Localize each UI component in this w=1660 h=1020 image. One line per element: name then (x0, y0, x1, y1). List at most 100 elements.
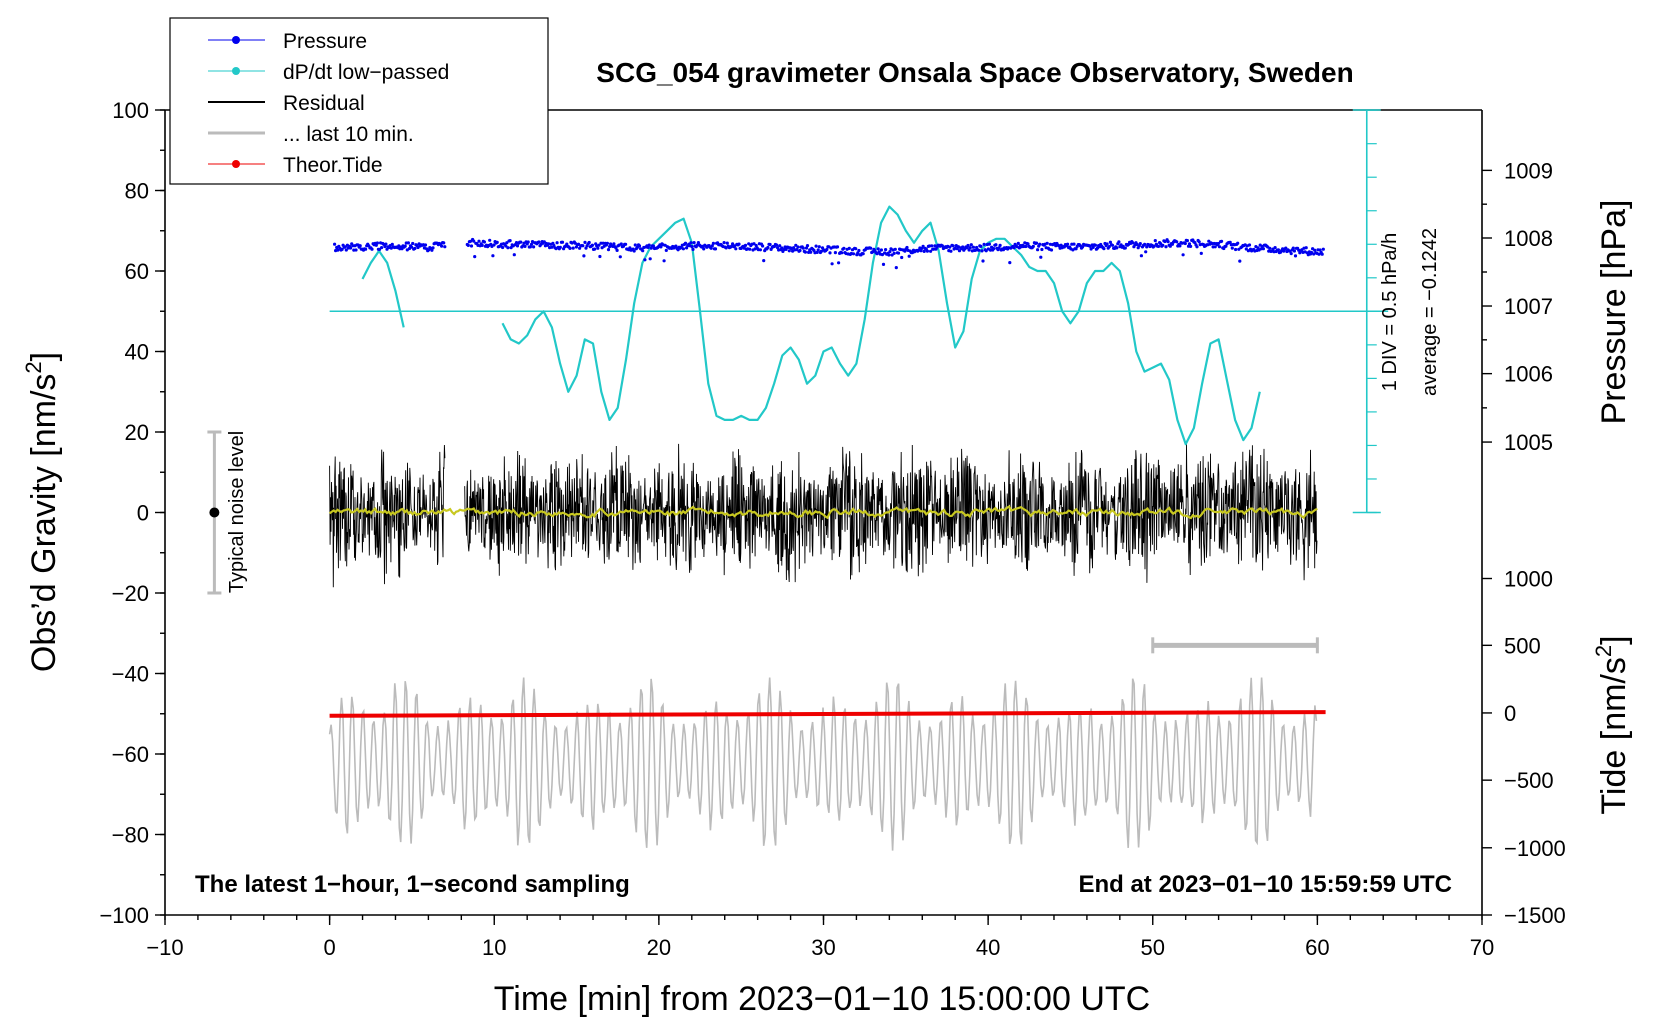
pressure-point (587, 240, 591, 245)
pressure-point (851, 252, 856, 256)
pressure-point (1224, 244, 1228, 248)
pressure-point (1153, 239, 1157, 243)
pressure-point (968, 246, 972, 250)
y-tick-label: 100 (112, 98, 149, 123)
pressure-point (354, 248, 358, 252)
pressure-point (583, 240, 587, 244)
pressure-point (876, 247, 880, 251)
pressure-point (380, 246, 384, 250)
y-axis-title-tide-main: Tide [nm/s (1595, 657, 1633, 814)
pressure-point (957, 249, 962, 253)
pressure-point (1293, 254, 1298, 258)
pressure-point (969, 243, 973, 247)
pressure-point (809, 250, 813, 254)
y-tick-label: −20 (112, 581, 149, 606)
pressure-point (828, 251, 832, 255)
legend-label-last10: ... last 10 min. (283, 123, 414, 146)
pressure-tick-label: 1006 (1504, 362, 1553, 387)
pressure-point (413, 246, 417, 251)
pressure-point (921, 244, 925, 248)
pressure-point (495, 240, 499, 244)
pressure-point (690, 245, 694, 249)
pressure-point (383, 244, 387, 249)
x-tick-label: 50 (1141, 935, 1165, 960)
pressure-point (377, 247, 382, 251)
pressure-point (1164, 245, 1168, 249)
pressure-point (857, 248, 861, 253)
legend-marker-pressure (232, 36, 240, 44)
y-axis-title-left: Obs’d Gravity [nm/s2] (21, 352, 63, 672)
pressure-point (571, 246, 575, 250)
pressure-tick-label: 1007 (1504, 294, 1553, 319)
pressure-point (982, 242, 986, 246)
pressure-point (816, 248, 820, 252)
pressure-point (1102, 247, 1106, 251)
pressure-point (695, 243, 699, 247)
pressure-point (1313, 248, 1317, 252)
pressure-point (506, 246, 510, 250)
pressure-point (683, 241, 688, 245)
pressure-point (1247, 243, 1252, 247)
pressure-point (1080, 245, 1085, 249)
pressure-point (411, 241, 415, 246)
x-axis-title: Time [min] from 2023−01−10 15:00:00 UTC (494, 980, 1150, 1018)
pressure-point (558, 245, 562, 249)
pressure-point (854, 247, 858, 251)
pressure-point (555, 241, 559, 245)
pressure-point (817, 245, 821, 249)
pressure-point (1031, 244, 1035, 248)
pressure-point (987, 242, 992, 246)
pressure-point (880, 253, 885, 257)
pressure-point (1107, 245, 1111, 249)
pressure-point (598, 254, 602, 259)
pressure-point (364, 247, 368, 251)
pressure-point (1152, 244, 1156, 248)
pressure-point (596, 246, 600, 250)
pressure-point (1024, 244, 1028, 249)
pressure-point (752, 242, 756, 246)
pressure-point (847, 246, 851, 250)
x-tick-label: 40 (976, 935, 1000, 960)
pressure-point (1183, 241, 1187, 246)
pressure-point (1291, 246, 1295, 250)
y-axis-title-left-main: Obs’d Gravity [nm/s (25, 374, 63, 673)
pressure-point (443, 245, 447, 249)
pressure-point (550, 245, 554, 249)
pressure-point (977, 248, 981, 252)
y-tick-label: 60 (125, 259, 149, 284)
pressure-point (1168, 244, 1172, 248)
x-tick-label: 20 (647, 935, 671, 960)
legend-entry-last10: ... last 10 min. (208, 123, 414, 146)
pressure-point (523, 244, 527, 248)
y-tick-label: −60 (112, 742, 149, 767)
pressure-point (919, 249, 923, 253)
legend-label-tide: Theor.Tide (283, 154, 383, 177)
pressure-point (651, 244, 656, 248)
pressure-point (1317, 252, 1321, 256)
legend-entry-pressure: Pressure (208, 30, 367, 53)
x-tick-label: 0 (324, 935, 336, 960)
pressure-point (949, 249, 953, 253)
pressure-point (1217, 245, 1222, 249)
note-bottom-right: End at 2023−01−10 15:59:59 UTC (1078, 871, 1452, 898)
pressure-point (1166, 240, 1170, 244)
pressure-point (940, 244, 945, 248)
pressure-point (472, 239, 476, 243)
pressure-point (1008, 261, 1012, 265)
tide-tick-label: −1000 (1504, 836, 1566, 861)
pressure-point (709, 246, 713, 250)
pressure-axis-ticks: 1005 1006 1007 1008 1009 (1482, 158, 1553, 455)
pressure-point (637, 244, 642, 248)
pressure-point (590, 243, 595, 247)
pressure-point (576, 242, 581, 246)
pressure-point (1181, 253, 1185, 257)
tide-line (329, 710, 1326, 718)
pressure-point (787, 249, 791, 253)
pressure-point (1108, 240, 1112, 244)
pressure-point (581, 244, 585, 248)
pressure-point (691, 247, 695, 251)
pressure-point (612, 242, 616, 246)
dpdt-scale-bar (1352, 109, 1381, 514)
y-tick-label: −100 (99, 903, 149, 928)
pressure-point (431, 246, 435, 250)
